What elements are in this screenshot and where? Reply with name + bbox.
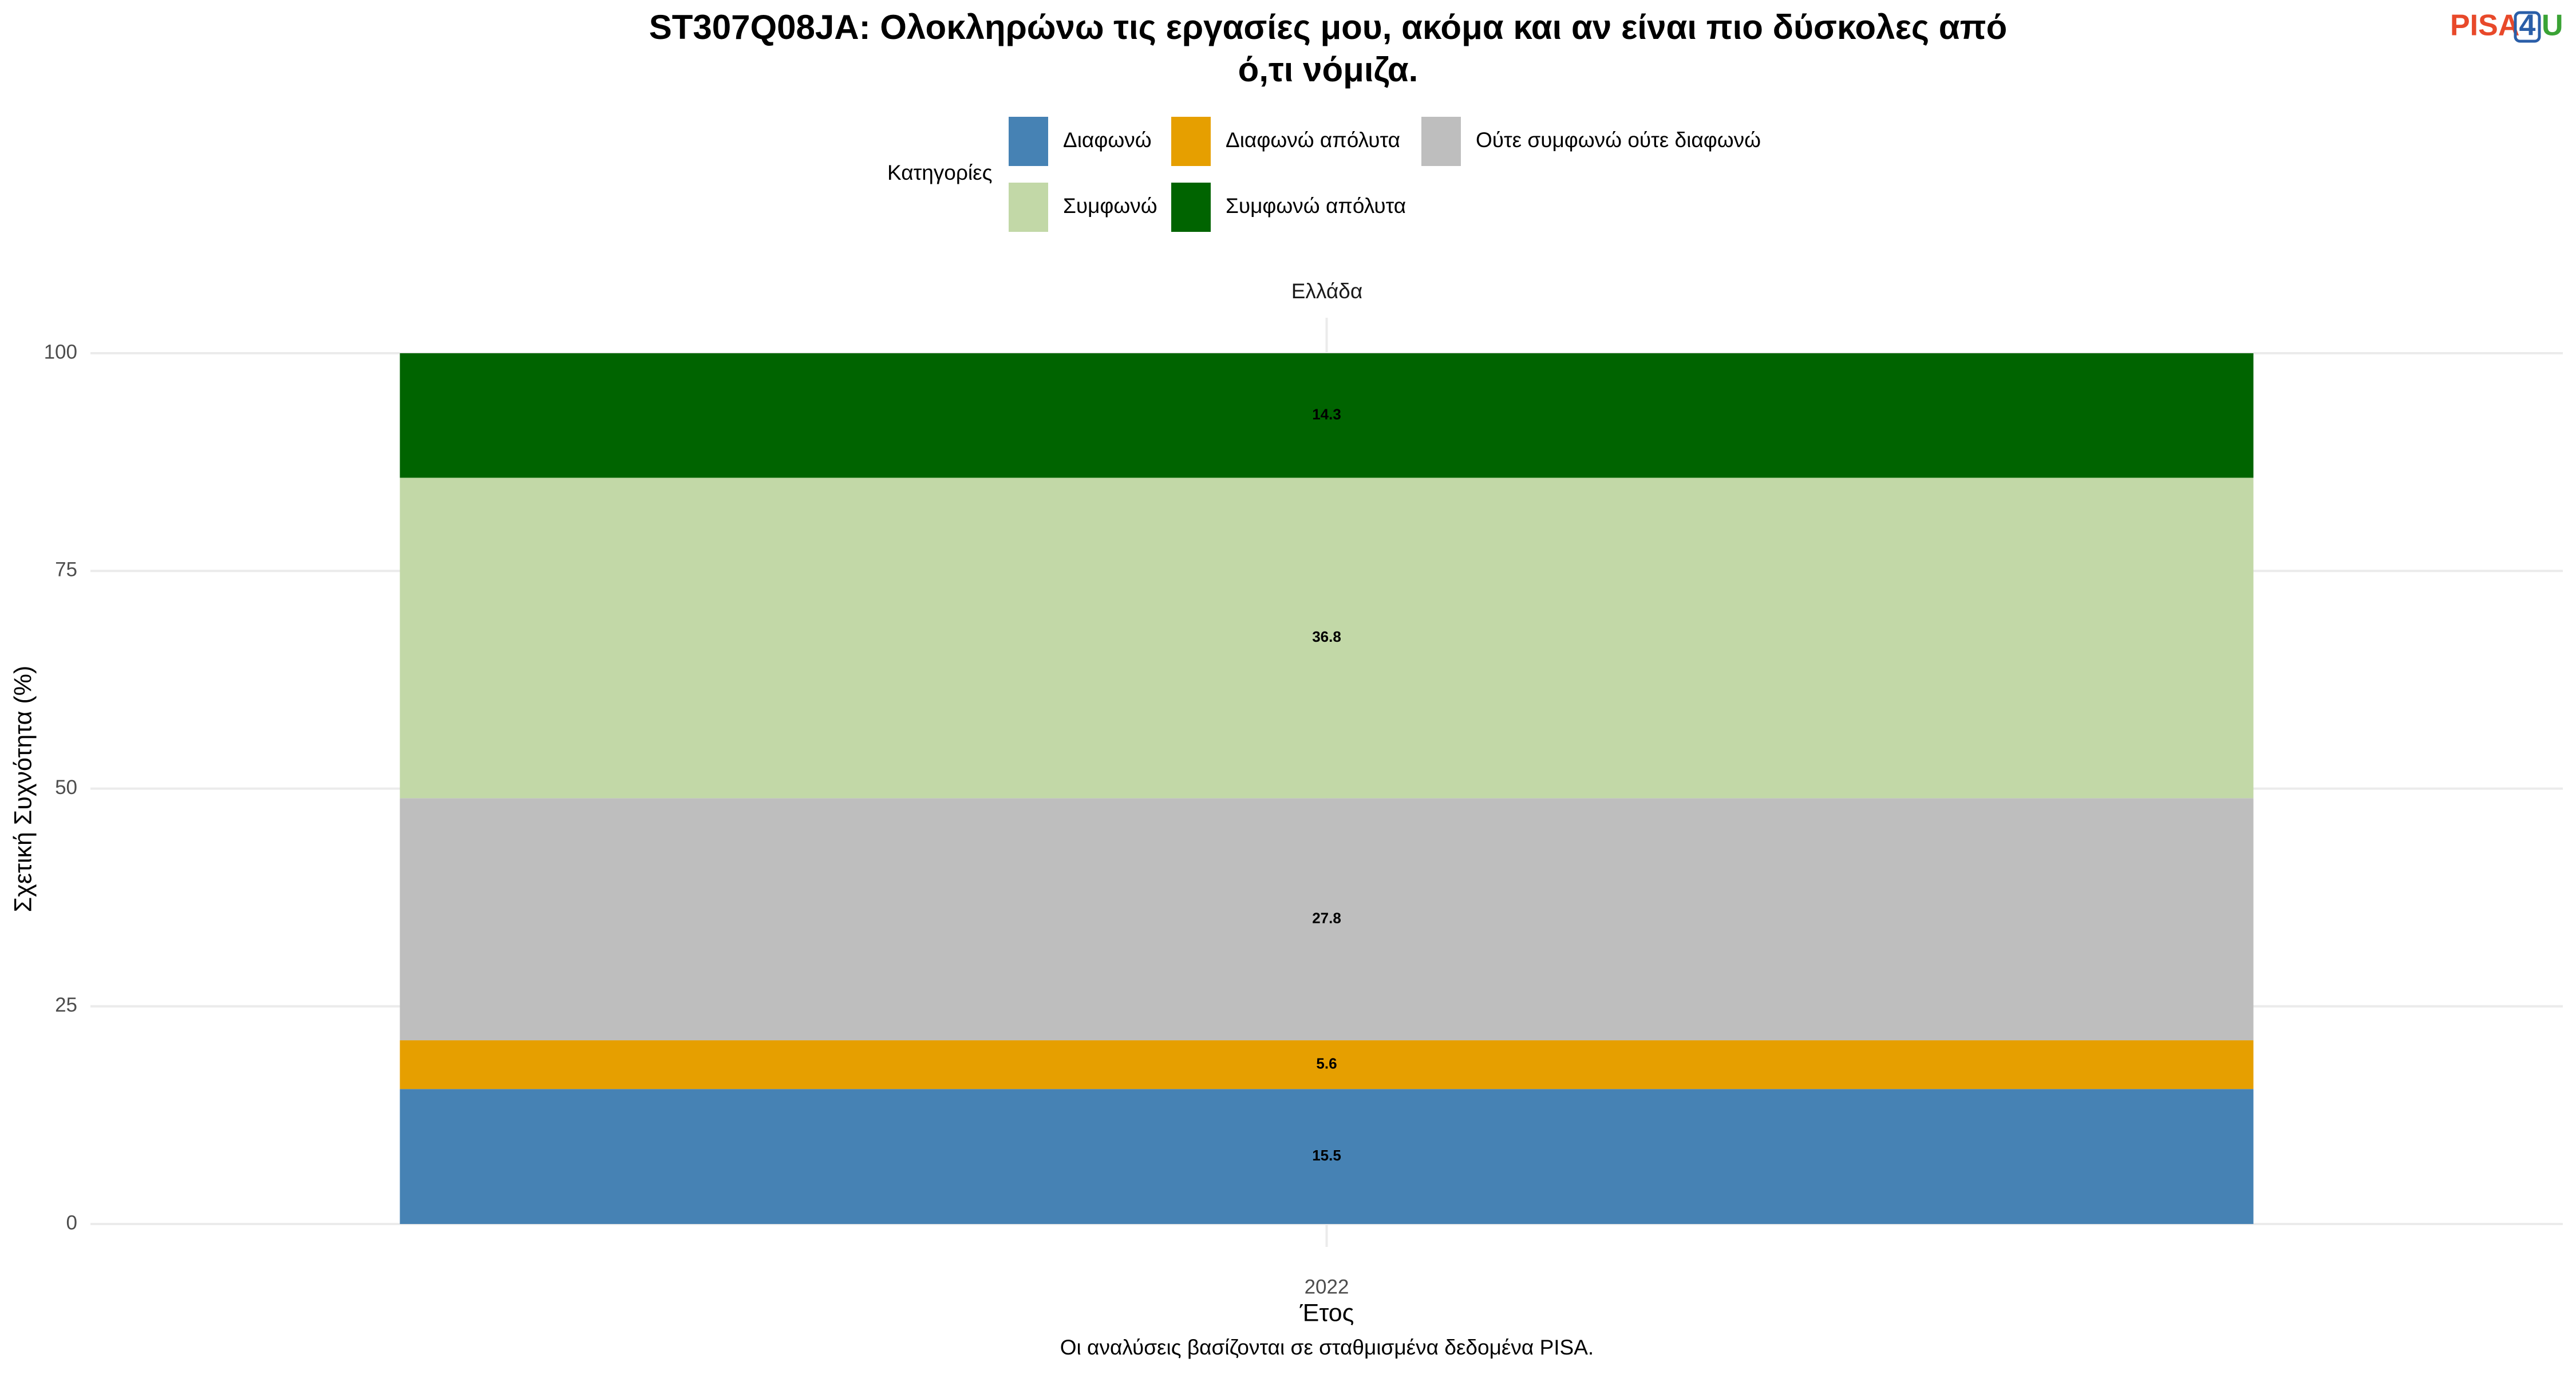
legend-label: Διαφωνώ bbox=[1063, 128, 1152, 152]
value-label: 15.5 bbox=[1312, 1147, 1341, 1164]
y-axis-title: Σχετική Συχνότητα (%) bbox=[9, 666, 37, 913]
legend-swatch bbox=[1421, 117, 1461, 166]
x-tick-label: 2022 bbox=[1305, 1276, 1349, 1298]
logo-box bbox=[2514, 11, 2541, 43]
legend-swatch bbox=[1009, 183, 1048, 232]
value-label: 5.6 bbox=[1316, 1055, 1337, 1072]
logo: PISA 4 U bbox=[2450, 9, 2563, 43]
chart-title: ST307Q08JA: Ολοκληρώνω τις εργασίες μου,… bbox=[649, 8, 2008, 46]
y-tick-label: 0 bbox=[66, 1211, 77, 1234]
logo-text: 4 bbox=[2519, 9, 2536, 42]
bar-segment bbox=[400, 1040, 2254, 1089]
bar-segment bbox=[400, 477, 2254, 799]
y-tick-label: 50 bbox=[55, 776, 77, 799]
legend-label: Διαφωνώ απόλυτα bbox=[1226, 128, 1400, 152]
facet-label: Ελλάδα bbox=[1291, 279, 1363, 303]
legend-swatch bbox=[1171, 117, 1211, 166]
y-tick-label: 100 bbox=[44, 341, 77, 363]
legend-swatch bbox=[1009, 117, 1048, 166]
chart-title: ό,τι νόμιζα. bbox=[1238, 50, 1419, 89]
legend-title: Κατηγορίες bbox=[887, 161, 992, 184]
value-label: 36.8 bbox=[1312, 628, 1341, 645]
y-tick-label: 75 bbox=[55, 559, 77, 581]
value-label: 27.8 bbox=[1312, 910, 1341, 927]
value-label: 14.3 bbox=[1312, 406, 1341, 423]
legend-label: Συμφωνώ bbox=[1063, 194, 1157, 218]
legend-label: Συμφωνώ απόλυτα bbox=[1226, 194, 1406, 218]
bar-segment bbox=[400, 798, 2254, 1041]
bar-segment bbox=[400, 1089, 2254, 1224]
logo-text: PISA bbox=[2450, 9, 2519, 42]
legend-label: Ούτε συμφωνώ ούτε διαφωνώ bbox=[1476, 128, 1761, 152]
legend-swatch bbox=[1171, 183, 1211, 232]
logo-text: U bbox=[2542, 9, 2563, 42]
bar-segment bbox=[400, 353, 2254, 478]
y-tick-label: 25 bbox=[55, 994, 77, 1016]
x-axis-title: Έτος bbox=[1299, 1299, 1354, 1326]
caption: Οι αναλύσεις βασίζονται σε σταθμισμένα δ… bbox=[1060, 1336, 1594, 1359]
